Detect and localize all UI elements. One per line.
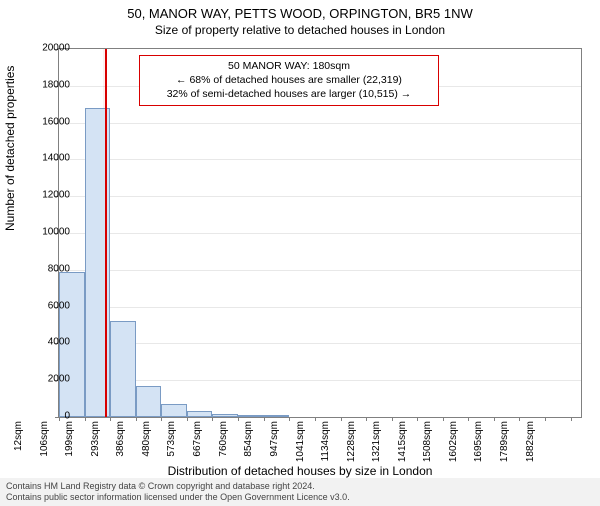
y-tick-label: 12000 (30, 190, 70, 201)
gridline-h (59, 307, 581, 308)
histogram-bar (187, 411, 212, 417)
annotation-box: 50 MANOR WAY: 180sqm← 68% of detached ho… (139, 55, 439, 106)
gridline-h (59, 159, 581, 160)
x-tick-mark (315, 417, 316, 421)
plot-region: 12sqm106sqm199sqm293sqm386sqm480sqm573sq… (58, 48, 582, 418)
gridline-h (59, 233, 581, 234)
chart-subtitle: Size of property relative to detached ho… (0, 23, 600, 37)
y-tick-label: 8000 (30, 263, 70, 274)
x-tick-mark (571, 417, 572, 421)
x-tick-mark (392, 417, 393, 421)
x-tick-mark (289, 417, 290, 421)
gridline-h (59, 270, 581, 271)
y-tick-label: 6000 (30, 300, 70, 311)
x-tick-mark (136, 417, 137, 421)
gridline-h (59, 196, 581, 197)
histogram-bar (161, 404, 187, 417)
footer-line-2: Contains public sector information licen… (6, 492, 594, 503)
annotation-line: ← 68% of detached houses are smaller (22… (146, 73, 432, 87)
x-axis-label: Distribution of detached houses by size … (0, 464, 600, 478)
footer-line-1: Contains HM Land Registry data © Crown c… (6, 481, 594, 492)
x-tick-mark (494, 417, 495, 421)
x-tick-mark (545, 417, 546, 421)
gridline-h (59, 343, 581, 344)
histogram-bar (264, 415, 290, 417)
y-tick-label: 16000 (30, 116, 70, 127)
y-tick-label: 20000 (30, 43, 70, 54)
histogram-bar (238, 415, 263, 417)
x-tick-mark (264, 417, 265, 421)
y-tick-label: 2000 (30, 374, 70, 385)
chart-title: 50, MANOR WAY, PETTS WOOD, ORPINGTON, BR… (0, 6, 600, 21)
y-tick-label: 14000 (30, 153, 70, 164)
x-tick-mark (85, 417, 86, 421)
x-tick-mark (468, 417, 469, 421)
histogram-bar (136, 386, 161, 417)
gridline-h (59, 380, 581, 381)
x-tick-mark (443, 417, 444, 421)
x-tick-mark (238, 417, 239, 421)
x-tick-mark (212, 417, 213, 421)
annotation-line: 32% of semi-detached houses are larger (… (146, 87, 432, 101)
y-tick-label: 10000 (30, 227, 70, 238)
highlight-line (105, 49, 107, 417)
y-tick-label: 18000 (30, 79, 70, 90)
x-tick-mark (519, 417, 520, 421)
x-tick-mark (341, 417, 342, 421)
x-tick-mark (366, 417, 367, 421)
histogram-bar (110, 321, 136, 417)
annotation-line: 50 MANOR WAY: 180sqm (146, 59, 432, 73)
gridline-h (59, 123, 581, 124)
footer-attribution: Contains HM Land Registry data © Crown c… (0, 478, 600, 506)
y-tick-label: 4000 (30, 337, 70, 348)
x-tick-mark (161, 417, 162, 421)
chart-area: 12sqm106sqm199sqm293sqm386sqm480sqm573sq… (58, 48, 582, 418)
y-tick-label: 0 (30, 411, 70, 422)
histogram-bar (212, 414, 238, 417)
x-tick-mark (110, 417, 111, 421)
x-tick-mark (187, 417, 188, 421)
x-tick-mark (417, 417, 418, 421)
y-axis-label: Number of detached properties (3, 66, 17, 231)
